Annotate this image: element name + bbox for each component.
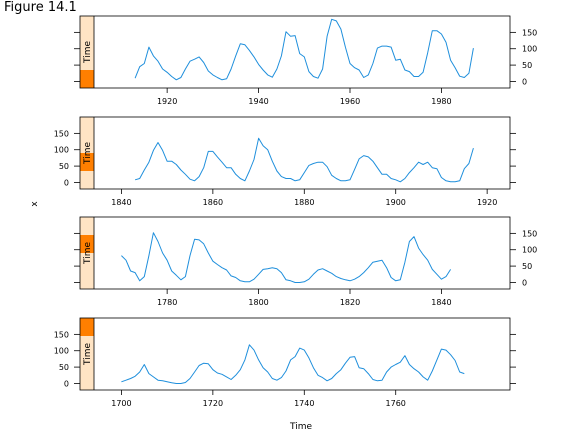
panel-1: Time 0 50 100 150 1700 1720 1740 1760 bbox=[54, 317, 516, 408]
y-tick-label: 100 bbox=[54, 146, 69, 155]
y-tick-label: 150 bbox=[522, 229, 537, 238]
x-tick-label: 1800 bbox=[248, 298, 268, 307]
x-tick-label: 1920 bbox=[477, 198, 497, 207]
series-line bbox=[134, 137, 474, 183]
strip-marker bbox=[80, 235, 94, 253]
panel-4: Time 0 50 100 150 1920 1940 1960 1980 bbox=[74, 15, 537, 106]
series-line bbox=[134, 18, 474, 81]
x-tick-label: 1720 bbox=[203, 399, 223, 408]
strip-marker bbox=[80, 70, 94, 88]
strip-marker bbox=[80, 318, 94, 336]
y-tick-label: 150 bbox=[522, 28, 537, 37]
y-tick-label: 150 bbox=[54, 330, 69, 339]
y-tick-label: 150 bbox=[54, 129, 69, 138]
x-tick-label: 1960 bbox=[340, 97, 360, 106]
x-tick-label: 1740 bbox=[294, 399, 314, 408]
strip-label: Time bbox=[83, 41, 93, 64]
panels-layer: Time 0 50 100 150 1920 1940 1960 1980 Time 0 50 100 1… bbox=[54, 15, 537, 408]
panel-2: Time 0 50 100 150 1780 1800 1820 1840 bbox=[74, 216, 537, 307]
panel-frame bbox=[79, 116, 511, 190]
strip-label: Time bbox=[83, 343, 93, 366]
y-tick-label: 0 bbox=[522, 77, 527, 86]
x-tick-label: 1840 bbox=[431, 298, 451, 307]
strip-label: Time bbox=[83, 242, 93, 265]
y-tick-label: 0 bbox=[64, 379, 69, 388]
strip-label: Time bbox=[83, 142, 93, 165]
x-tick-label: 1940 bbox=[248, 97, 268, 106]
series-line bbox=[121, 344, 465, 384]
strip-marker bbox=[80, 153, 94, 171]
y-axis-label: x bbox=[30, 201, 40, 207]
y-tick-label: 50 bbox=[522, 262, 532, 271]
y-tick-label: 0 bbox=[522, 278, 527, 287]
x-tick-label: 1820 bbox=[340, 298, 360, 307]
x-tick-label: 1920 bbox=[157, 97, 177, 106]
x-tick-label: 1840 bbox=[111, 198, 131, 207]
y-tick-label: 50 bbox=[522, 61, 532, 70]
y-tick-label: 100 bbox=[522, 45, 537, 54]
y-tick-label: 0 bbox=[64, 178, 69, 187]
series-line bbox=[121, 232, 452, 283]
x-tick-label: 1760 bbox=[386, 399, 406, 408]
y-tick-label: 100 bbox=[54, 347, 69, 356]
panel-frame bbox=[79, 216, 511, 290]
y-tick-label: 50 bbox=[59, 162, 69, 171]
y-tick-label: 100 bbox=[522, 246, 537, 255]
x-tick-label: 1860 bbox=[203, 198, 223, 207]
panel-frame bbox=[79, 317, 511, 391]
panel-3: Time 0 50 100 150 1840 1860 1880 1900 1920 bbox=[54, 116, 516, 207]
x-tick-label: 1780 bbox=[157, 298, 177, 307]
x-tick-label: 1900 bbox=[386, 198, 406, 207]
x-tick-label: 1700 bbox=[111, 399, 131, 408]
y-tick-label: 50 bbox=[59, 363, 69, 372]
x-tick-label: 1880 bbox=[294, 198, 314, 207]
panel-frame bbox=[79, 15, 511, 89]
x-tick-label: 1980 bbox=[431, 97, 451, 106]
figure-label: Figure 14.1 bbox=[4, 0, 77, 15]
x-axis-label: Time bbox=[289, 422, 312, 432]
